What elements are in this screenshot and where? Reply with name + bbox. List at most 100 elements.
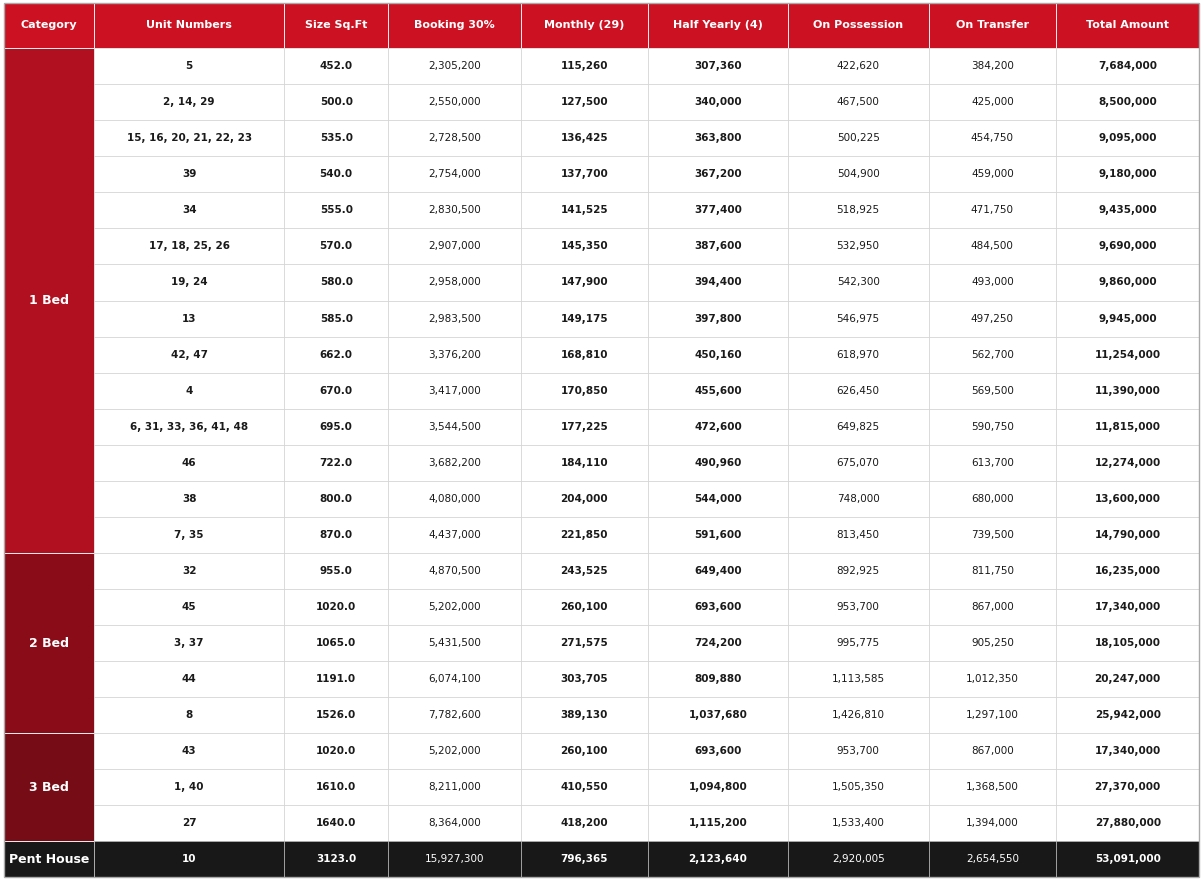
Bar xyxy=(1056,625,1199,661)
Text: 11,815,000: 11,815,000 xyxy=(1095,422,1161,432)
Text: 542,300: 542,300 xyxy=(837,277,879,288)
Bar xyxy=(1056,193,1199,229)
Bar xyxy=(788,517,929,553)
Text: 367,200: 367,200 xyxy=(694,169,742,180)
Bar xyxy=(1056,229,1199,265)
Bar xyxy=(648,769,788,805)
Bar xyxy=(94,805,284,841)
Bar xyxy=(389,84,521,121)
Text: 585.0: 585.0 xyxy=(320,313,352,324)
Bar xyxy=(94,408,284,444)
Text: 4,080,000: 4,080,000 xyxy=(428,494,481,503)
Text: 384,200: 384,200 xyxy=(971,61,1014,71)
Bar xyxy=(389,697,521,733)
Bar xyxy=(648,589,788,625)
Bar xyxy=(648,480,788,517)
Text: 953,700: 953,700 xyxy=(837,746,879,756)
Text: 32: 32 xyxy=(182,566,196,576)
Text: 3123.0: 3123.0 xyxy=(316,854,356,864)
Text: 9,180,000: 9,180,000 xyxy=(1098,169,1157,180)
Bar xyxy=(1056,265,1199,300)
Text: 221,850: 221,850 xyxy=(561,530,608,539)
Text: 8: 8 xyxy=(185,710,192,720)
Bar xyxy=(389,517,521,553)
Text: 115,260: 115,260 xyxy=(561,61,608,71)
Text: 25,942,000: 25,942,000 xyxy=(1095,710,1161,720)
Text: 2,983,500: 2,983,500 xyxy=(428,313,481,324)
Text: 562,700: 562,700 xyxy=(971,349,1014,360)
Bar xyxy=(648,372,788,408)
Bar xyxy=(284,841,389,877)
Text: 1,113,585: 1,113,585 xyxy=(831,674,884,684)
Text: 6, 31, 33, 36, 41, 48: 6, 31, 33, 36, 41, 48 xyxy=(130,422,248,432)
Text: 867,000: 867,000 xyxy=(971,746,1014,756)
Text: 410,550: 410,550 xyxy=(561,782,609,792)
Bar xyxy=(929,625,1056,661)
Bar xyxy=(788,661,929,697)
Text: 1,094,800: 1,094,800 xyxy=(688,782,747,792)
Bar xyxy=(929,589,1056,625)
Text: 3,417,000: 3,417,000 xyxy=(428,385,481,396)
Text: 363,800: 363,800 xyxy=(694,133,741,143)
Text: 13,600,000: 13,600,000 xyxy=(1095,494,1161,503)
Bar xyxy=(1056,157,1199,193)
Bar xyxy=(788,229,929,265)
Text: 2,654,550: 2,654,550 xyxy=(966,854,1019,864)
Bar xyxy=(648,84,788,121)
Text: 2,920,005: 2,920,005 xyxy=(831,854,884,864)
Bar xyxy=(788,769,929,805)
Bar xyxy=(521,625,648,661)
Bar xyxy=(389,589,521,625)
Bar xyxy=(284,733,389,769)
Bar xyxy=(929,229,1056,265)
Bar xyxy=(94,733,284,769)
Text: 1,368,500: 1,368,500 xyxy=(966,782,1019,792)
Text: 397,800: 397,800 xyxy=(694,313,741,324)
Text: 459,000: 459,000 xyxy=(971,169,1014,180)
Bar xyxy=(929,697,1056,733)
Text: 44: 44 xyxy=(182,674,196,684)
Bar xyxy=(788,300,929,336)
Bar xyxy=(788,372,929,408)
Text: 42, 47: 42, 47 xyxy=(171,349,208,360)
Bar xyxy=(1056,121,1199,157)
Text: 422,620: 422,620 xyxy=(836,61,879,71)
Bar xyxy=(389,229,521,265)
Text: 955.0: 955.0 xyxy=(320,566,352,576)
Text: 27,880,000: 27,880,000 xyxy=(1095,818,1161,828)
Bar xyxy=(929,553,1056,589)
Bar xyxy=(788,336,929,372)
Text: 724,200: 724,200 xyxy=(694,638,742,648)
Text: 618,970: 618,970 xyxy=(836,349,879,360)
Text: 9,690,000: 9,690,000 xyxy=(1098,241,1157,252)
Text: 389,130: 389,130 xyxy=(561,710,608,720)
Bar xyxy=(1056,769,1199,805)
Bar xyxy=(284,697,389,733)
Bar xyxy=(521,372,648,408)
Bar xyxy=(389,265,521,300)
Text: 1065.0: 1065.0 xyxy=(316,638,356,648)
Bar xyxy=(929,372,1056,408)
Bar xyxy=(284,84,389,121)
Text: 905,250: 905,250 xyxy=(971,638,1014,648)
Text: 500,225: 500,225 xyxy=(837,133,879,143)
Text: 493,000: 493,000 xyxy=(971,277,1014,288)
Text: 17,340,000: 17,340,000 xyxy=(1095,602,1161,612)
Text: 490,960: 490,960 xyxy=(694,458,741,468)
Text: 748,000: 748,000 xyxy=(837,494,879,503)
Text: 12,274,000: 12,274,000 xyxy=(1095,458,1161,468)
Bar xyxy=(788,625,929,661)
Text: 675,070: 675,070 xyxy=(837,458,879,468)
Text: 591,600: 591,600 xyxy=(694,530,741,539)
Bar xyxy=(94,553,284,589)
Bar xyxy=(284,589,389,625)
Bar xyxy=(521,193,648,229)
Text: 695.0: 695.0 xyxy=(320,422,352,432)
Bar xyxy=(788,480,929,517)
Bar xyxy=(1056,480,1199,517)
Bar xyxy=(929,157,1056,193)
Bar xyxy=(521,769,648,805)
Bar xyxy=(4,733,94,841)
Text: 1020.0: 1020.0 xyxy=(316,746,356,756)
Text: 20,247,000: 20,247,000 xyxy=(1095,674,1161,684)
